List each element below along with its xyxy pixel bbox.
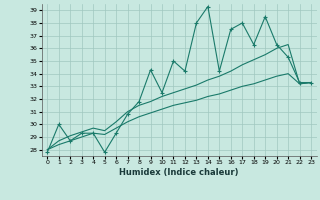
X-axis label: Humidex (Indice chaleur): Humidex (Indice chaleur) [119, 168, 239, 177]
